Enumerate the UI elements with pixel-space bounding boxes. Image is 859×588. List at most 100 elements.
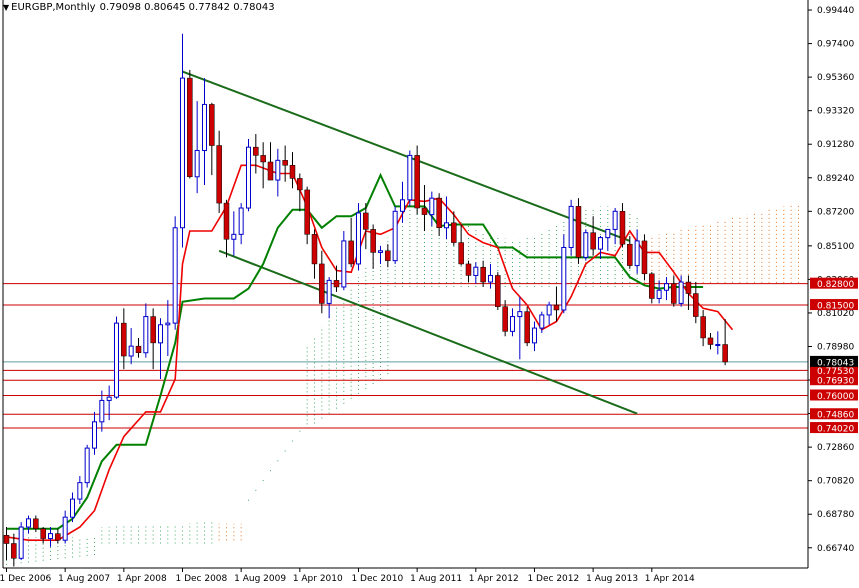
- candle-body: [612, 210, 618, 230]
- candle-body: [311, 234, 318, 265]
- x-tick-label: 1 Apr 2014: [645, 574, 695, 584]
- candle-body: [84, 447, 90, 484]
- candle-body: [348, 240, 354, 265]
- candle-body: [209, 104, 215, 146]
- candle-body: [113, 322, 119, 398]
- x-tick-label: 1 Aug 2011: [410, 574, 462, 584]
- candle-body: [429, 197, 435, 216]
- candle-body: [443, 222, 449, 229]
- candle-body: [399, 199, 405, 212]
- candle-body: [583, 232, 589, 258]
- candle-body: [223, 202, 230, 240]
- candle-body: [165, 322, 171, 326]
- y-tick-label: 0.66740: [817, 544, 854, 554]
- candle-body: [62, 516, 68, 541]
- candle-body: [47, 533, 53, 540]
- candle-body: [187, 77, 193, 178]
- candle-body: [619, 211, 626, 245]
- y-tick-label: 0.95360: [817, 73, 854, 83]
- candle-body: [33, 518, 39, 529]
- current-price-label-bg: [810, 355, 858, 367]
- candle-body: [128, 345, 134, 357]
- candle-body: [671, 283, 677, 304]
- candle-body: [656, 289, 662, 299]
- level-label: 0.74860: [817, 411, 854, 421]
- trendline: [182, 70, 631, 242]
- candle-body: [304, 189, 310, 235]
- candle-body: [575, 206, 582, 258]
- level-label-bg: [810, 364, 858, 376]
- candle-body: [319, 263, 325, 304]
- candle-body: [150, 316, 156, 344]
- candle-body: [69, 498, 75, 518]
- candle-body: [77, 482, 83, 500]
- candle-body: [297, 178, 303, 191]
- candle-body: [634, 240, 640, 267]
- candle-body: [641, 240, 648, 275]
- candle-body: [597, 237, 603, 250]
- indicator-lines: [6, 164, 734, 542]
- candle-body: [480, 266, 486, 283]
- y-tick-label: 0.81020: [817, 309, 854, 319]
- candle-body: [693, 293, 699, 317]
- candle-body: [707, 337, 714, 345]
- candle-body: [289, 165, 296, 179]
- y-tick-label: 0.93320: [817, 107, 854, 117]
- candle-body: [502, 306, 508, 332]
- candle-body: [561, 246, 567, 311]
- current-price-label: 0.78043: [817, 358, 854, 368]
- candle-body: [627, 243, 633, 266]
- candle-body: [135, 345, 142, 353]
- candle-body: [91, 421, 97, 449]
- candle-body: [201, 103, 207, 151]
- level-label: 0.76000: [817, 392, 854, 402]
- candle-body: [553, 304, 560, 311]
- x-tick-label: 1 Apr 2012: [469, 574, 519, 584]
- dropdown-triangle-icon[interactable]: ▼: [3, 3, 10, 12]
- candle-body: [326, 279, 332, 304]
- candle-body: [531, 327, 537, 344]
- candle-body: [663, 283, 669, 291]
- candle-body: [392, 210, 398, 262]
- candle-body: [238, 207, 244, 235]
- level-label-bg: [810, 277, 858, 289]
- candle-body: [172, 227, 178, 324]
- candle-body: [407, 154, 413, 201]
- level-label-bg: [810, 422, 858, 434]
- tenkan-sen-line: [6, 164, 734, 542]
- candle-body: [700, 316, 706, 339]
- level-label-bg: [810, 389, 858, 401]
- candle-body: [605, 228, 611, 239]
- candle-body: [495, 275, 501, 307]
- candle-body: [509, 316, 515, 332]
- candle-body: [517, 311, 523, 318]
- candle-body: [590, 232, 596, 250]
- candle-body: [678, 281, 684, 304]
- trendline: [218, 249, 638, 415]
- candle-body: [3, 535, 10, 544]
- candle-body: [458, 242, 464, 265]
- x-tick-label: 1 Apr 2008: [117, 574, 167, 584]
- candle-body: [524, 311, 530, 344]
- x-tick-label: 1 Dec 2008: [175, 574, 227, 584]
- x-tick-label: 1 Aug 2013: [586, 574, 638, 584]
- candle-body: [385, 250, 391, 261]
- y-tick-label: 0.70820: [817, 477, 854, 487]
- candle-body: [568, 205, 574, 248]
- level-label-bg: [810, 374, 858, 386]
- candle-body: [649, 273, 655, 299]
- candle-body: [260, 155, 266, 163]
- candle-body: [341, 240, 347, 288]
- trendlines: [182, 70, 638, 415]
- level-label: 0.76930: [817, 377, 854, 387]
- candle-body: [473, 266, 479, 276]
- candle-body: [377, 250, 383, 253]
- candle-body: [414, 155, 420, 209]
- candle-body: [421, 207, 428, 215]
- candle-body: [253, 146, 259, 156]
- candle-body: [333, 280, 340, 288]
- candles: [3, 33, 728, 567]
- candle-body: [546, 304, 552, 316]
